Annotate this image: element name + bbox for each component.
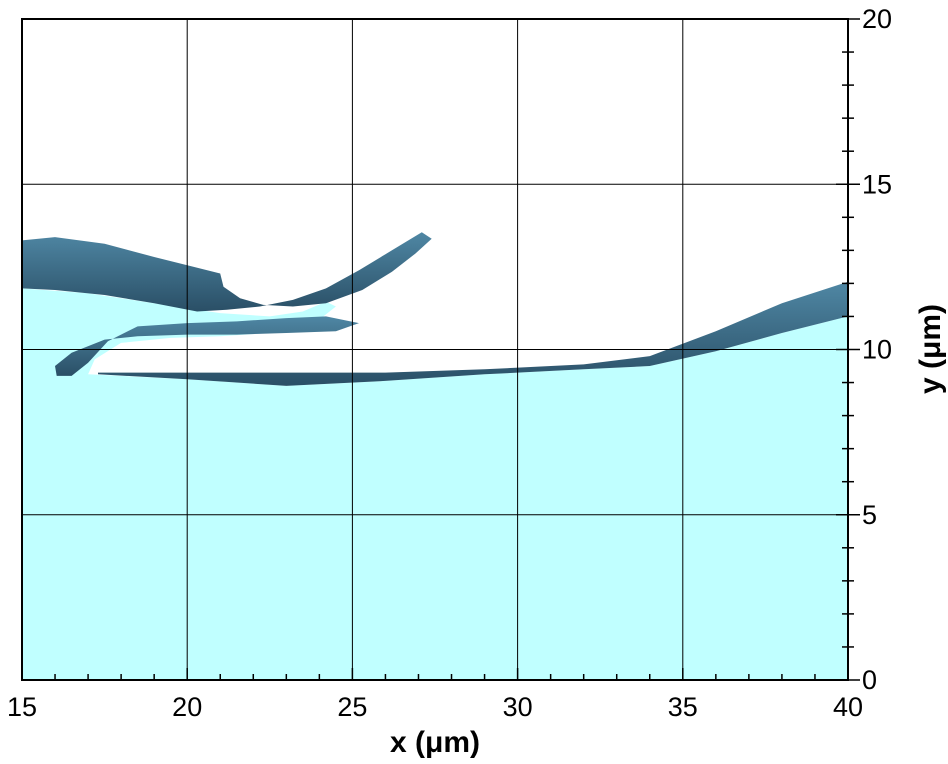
y-tick-label: 5 [862,500,877,530]
liquid-region [22,288,848,680]
upper-interface-sheet [22,232,432,312]
x-tick-label: 35 [668,692,698,722]
x-axis-title: x (μm) [390,726,480,759]
x-tick-label: 15 [7,692,37,722]
x-tick-label: 40 [833,692,863,722]
lower-interface-sheet [98,281,848,386]
y-tick-label: 10 [862,335,892,365]
x-tick-label: 20 [172,692,202,722]
interface-filament [55,316,359,376]
y-tick-label: 15 [862,169,892,199]
y-axis-title: y (μm) [914,304,947,394]
y-tick-label: 0 [862,665,877,695]
x-tick-label: 25 [337,692,367,722]
x-tick-label: 30 [503,692,533,722]
y-tick-label: 20 [862,4,892,34]
